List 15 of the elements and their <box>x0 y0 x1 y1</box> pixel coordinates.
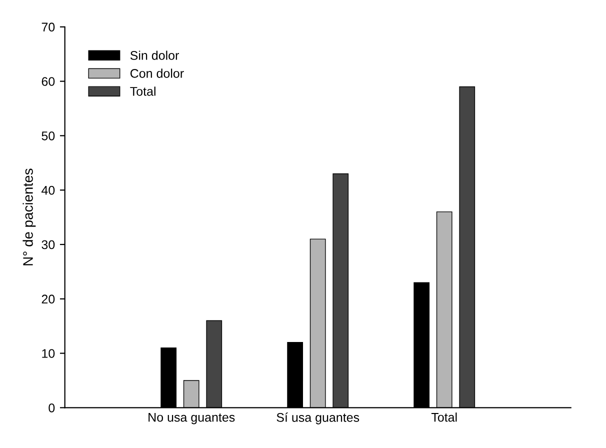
y-tick-label: 10 <box>42 349 55 358</box>
y-tick-label: 50 <box>42 131 55 140</box>
x-tick-label: Total <box>431 412 457 422</box>
legend-label: Total <box>130 86 156 96</box>
y-tick-label: 60 <box>42 77 55 86</box>
x-tick-label: Sí usa guantes <box>276 412 360 424</box>
y-tick-label: 20 <box>42 294 55 304</box>
legend-label: Sin dolor <box>130 50 179 60</box>
y-tick-label: 70 <box>42 22 55 32</box>
x-tick-label: No usa guantes <box>148 413 235 424</box>
legend-label: Con dolor <box>130 68 184 78</box>
y-axis-title: N° de pacientes <box>22 168 36 266</box>
y-tick-label: 30 <box>42 240 55 250</box>
y-tick-label: 40 <box>42 186 55 195</box>
y-tick-label: 0 <box>48 403 55 412</box>
